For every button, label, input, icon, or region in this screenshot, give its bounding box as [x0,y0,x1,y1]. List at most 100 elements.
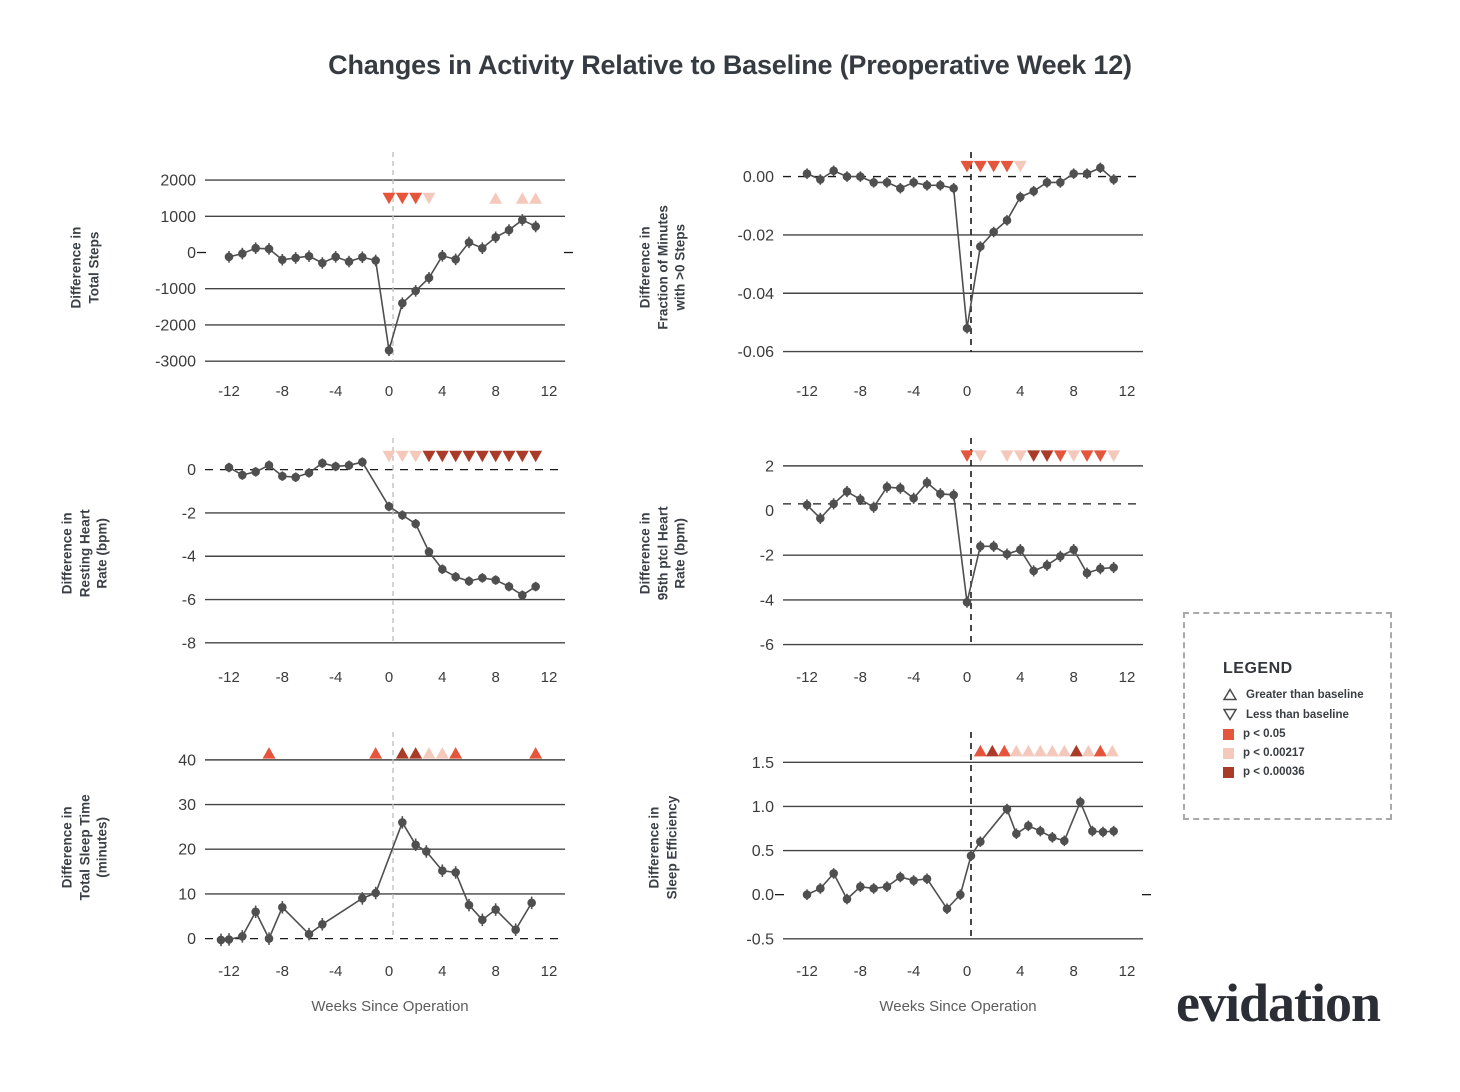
svg-text:0: 0 [187,462,196,479]
legend-title: LEGEND [1223,660,1293,677]
svg-text:0.5: 0.5 [752,843,774,860]
svg-text:-8: -8 [854,669,867,686]
svg-text:-8: -8 [276,963,289,980]
svg-text:-2: -2 [182,505,196,522]
svg-text:-12: -12 [218,383,240,400]
svg-text:-8: -8 [182,635,196,652]
y-axis-label-line: Difference in [59,806,75,889]
chart-total-sleep-time: 40 30 20 10 0 -12 -8 -4 0 4 8 12 [178,732,565,980]
evidation-logo: evidation [1175,973,1381,1033]
y-axis-label-line: (minutes) [94,816,110,878]
legend-item-p00036: p < 0.00036 [1223,766,1390,778]
svg-text:8: 8 [1069,383,1077,400]
x-axis-label-right: Weeks Since Operation [879,998,1037,1015]
svg-text:-4: -4 [182,549,196,566]
svg-text:12: 12 [541,383,558,400]
svg-text:30: 30 [178,797,196,814]
svg-text:0.0: 0.0 [752,887,774,904]
svg-text:4: 4 [438,963,446,980]
svg-text:0: 0 [385,669,393,686]
y-axis-label-line: Difference in [68,226,84,309]
legend-item-p05: p < 0.05 [1223,728,1390,740]
chart-sleep-efficiency: 1.5 1.0 0.5 0.0 -0.5 -12 -8 -4 0 4 8 12 [746,732,1151,980]
legend-item-label: p < 0.00217 [1243,747,1305,759]
legend-item-greater-than-baseline: Greater than baseline [1223,688,1390,701]
svg-text:-4: -4 [907,963,920,980]
svg-text:-4: -4 [329,963,342,980]
y-axis-label-95th-heart-rate: Difference in 95th ptcl Heart Rate (bpm) [637,403,690,703]
x-axis-label-left: Weeks Since Operation [311,998,469,1015]
y-axis-label-fraction-minutes: Difference in Fraction of Minutes with >… [637,117,690,417]
svg-text:-4: -4 [329,669,342,686]
y-axis-label-total-sleep-time: Difference in Total Sleep Time (minutes) [59,697,112,997]
svg-text:0: 0 [385,383,393,400]
chart-resting-heart-rate: 0 -2 -4 -6 -8 -12 -8 -4 0 4 8 12 [182,438,565,686]
svg-text:-12: -12 [796,963,818,980]
svg-text:-12: -12 [796,383,818,400]
legend-item-p00217: p < 0.00217 [1223,747,1390,759]
svg-text:12: 12 [1119,963,1136,980]
chart-95th-ptcl-heart-rate: 2 0 -2 -4 -6 -12 -8 -4 0 4 8 12 [760,438,1143,686]
svg-text:-6: -6 [182,592,196,609]
p05-swatch-icon [1223,728,1234,740]
svg-text:-12: -12 [218,669,240,686]
svg-text:8: 8 [491,963,499,980]
svg-text:4: 4 [438,383,446,400]
svg-text:12: 12 [1119,383,1136,400]
svg-text:0: 0 [963,963,971,980]
svg-text:-8: -8 [276,669,289,686]
y-axis-label-line: Total Sleep Time [77,794,93,901]
svg-text:2000: 2000 [160,173,196,190]
svg-text:1.0: 1.0 [752,799,774,816]
svg-text:8: 8 [1069,963,1077,980]
svg-text:20: 20 [178,842,196,859]
y-axis-label-line: Difference in [646,806,662,889]
svg-text:-12: -12 [218,963,240,980]
y-axis-label-line: Difference in [637,512,653,595]
chart-total-steps: 2000 1000 0 -1000 -2000 -3000 -12 -8 -4 0 4 8 12 [155,152,573,400]
y-axis-label-resting-heart-rate: Difference in Resting Heart Rate (bpm) [59,403,112,703]
svg-text:-8: -8 [854,383,867,400]
y-axis-label-line: Rate (bpm) [672,518,688,589]
svg-text:4: 4 [1016,383,1024,400]
svg-text:-0.02: -0.02 [738,227,775,244]
svg-text:-12: -12 [796,669,818,686]
svg-text:0: 0 [963,383,971,400]
svg-text:12: 12 [541,963,558,980]
svg-text:12: 12 [541,669,558,686]
svg-text:-4: -4 [907,669,920,686]
svg-text:-8: -8 [854,963,867,980]
svg-text:-6: -6 [760,637,774,654]
y-axis-label-line: Sleep Efficiency [664,795,679,900]
svg-text:-2000: -2000 [155,317,196,334]
chart-fraction-minutes-steps: 0.00 -0.02 -0.04 -0.06 -12 -8 -4 0 4 8 12 [738,152,1143,400]
svg-text:8: 8 [491,383,499,400]
svg-text:2: 2 [765,458,774,475]
legend-item-label: Greater than baseline [1246,688,1364,701]
svg-text:-1000: -1000 [155,281,196,298]
svg-text:-8: -8 [276,383,289,400]
svg-text:-4: -4 [760,592,774,609]
svg-text:8: 8 [1069,669,1077,686]
p00036-swatch-icon [1223,766,1234,778]
y-axis-label-line: Difference in [637,226,653,309]
legend-item-less-than-baseline: Less than baseline [1223,708,1390,721]
svg-text:0: 0 [385,963,393,980]
svg-text:4: 4 [438,669,446,686]
legend-item-label: p < 0.00036 [1243,766,1305,778]
svg-text:-4: -4 [907,383,920,400]
svg-text:1.5: 1.5 [752,755,774,772]
y-axis-label-total-steps: Difference in Total Steps [67,118,102,418]
legend: LEGEND Greater than baseline Less than b… [1183,612,1392,820]
triangle-down-outline-icon [1223,708,1237,721]
y-axis-label-line: Resting Heart [77,509,93,598]
svg-text:-0.04: -0.04 [738,286,775,303]
y-axis-label-line: Total Steps [86,231,101,304]
legend-item-label: Less than baseline [1246,708,1349,721]
svg-text:-0.5: -0.5 [746,931,774,948]
svg-text:-3000: -3000 [155,354,196,371]
legend-item-label: p < 0.05 [1243,728,1286,740]
svg-text:40: 40 [178,752,196,769]
y-axis-label-line: Fraction of Minutes [655,205,671,330]
svg-text:0.00: 0.00 [743,169,774,186]
